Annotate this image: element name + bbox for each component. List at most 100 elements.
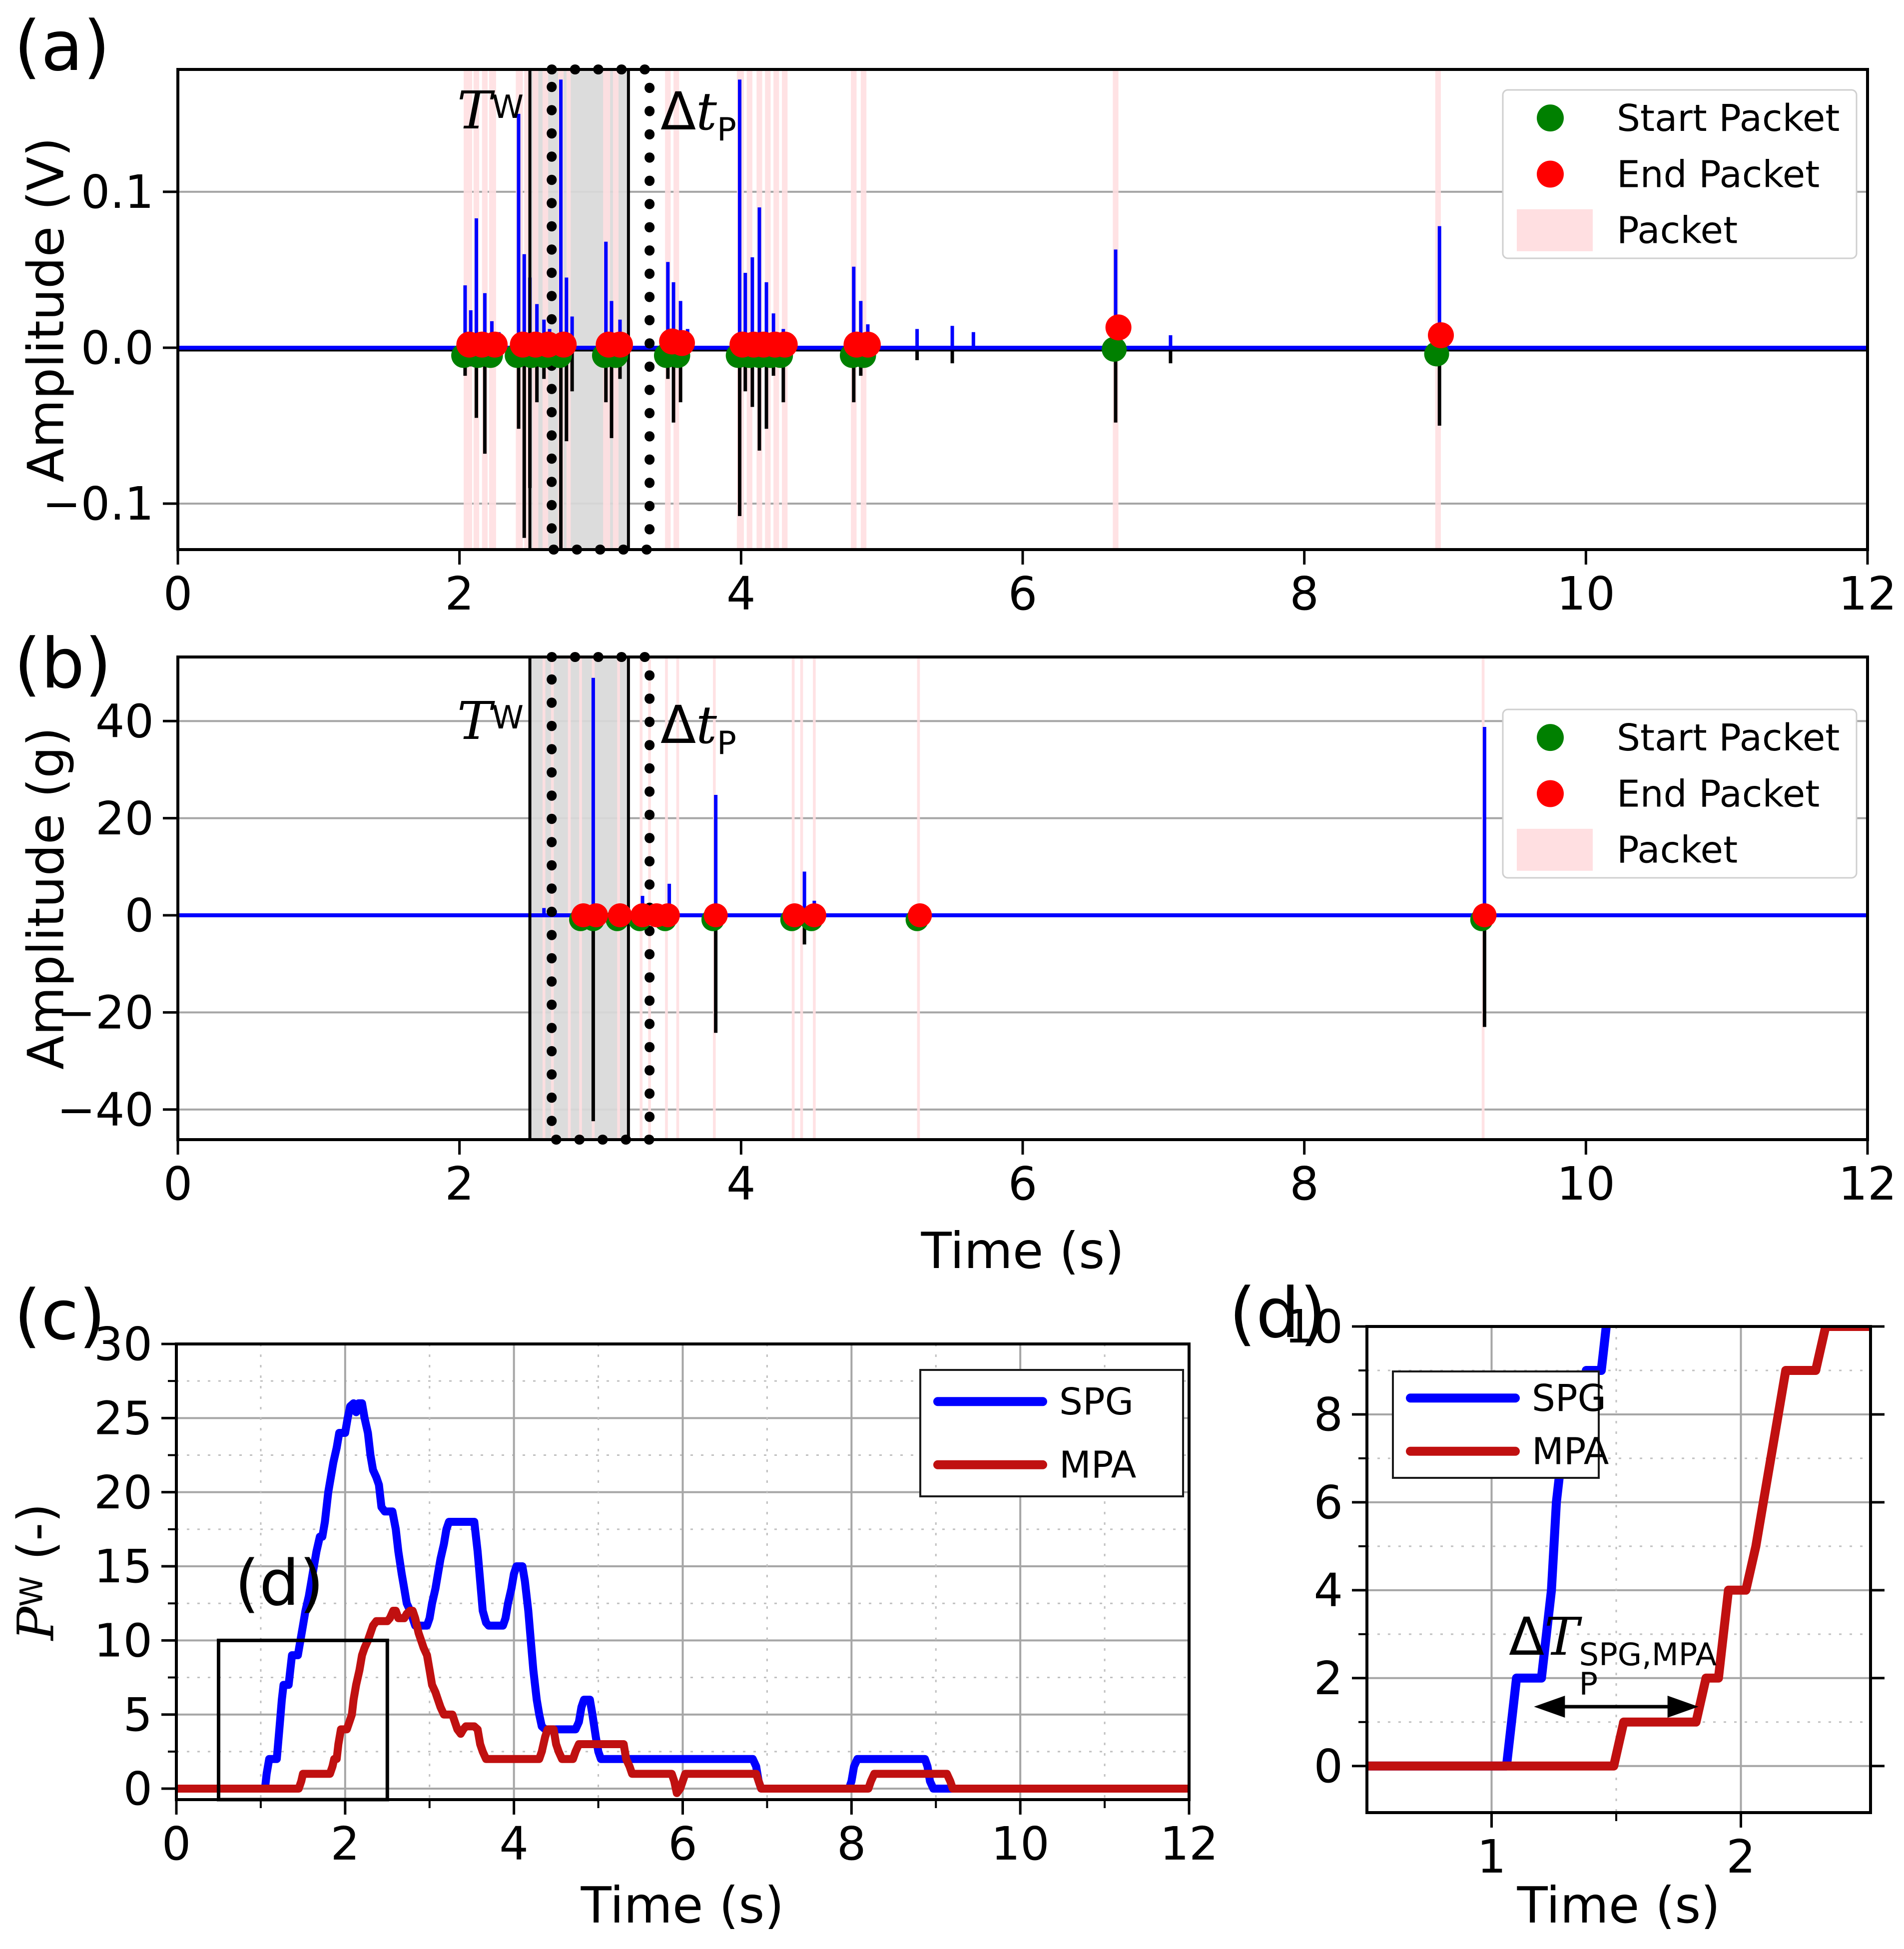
annotation-dtp-a: ΔtP: [660, 81, 736, 149]
y-tick-label: 20: [95, 792, 154, 845]
packet-band: [917, 657, 920, 1140]
x-tick-label: 8: [1289, 1157, 1319, 1211]
y-tick-label: 0: [124, 889, 154, 942]
series-mpa: [176, 1607, 1189, 1797]
x-tick-label: 2: [331, 1817, 360, 1871]
y-tick-label: 0.1: [81, 165, 154, 219]
legend-box: [1392, 1370, 1600, 1479]
x-tick-label: 6: [1008, 567, 1038, 621]
x-tick-label: 0: [163, 567, 193, 621]
dtt-supsub: SPG,MPA P: [1579, 1636, 1717, 1700]
end-packet-marker: [668, 330, 695, 356]
dtt-sup: SPG,MPA: [1579, 1636, 1717, 1673]
tw-base: T: [457, 80, 492, 141]
legend-item-label: Start Packet: [1617, 716, 1840, 759]
annotation-tw-a: TW: [457, 80, 524, 141]
legend-marker-dot: [1537, 780, 1564, 807]
y-tick-label: 20: [94, 1466, 152, 1519]
packet-band: [673, 69, 679, 550]
packet-band: [579, 657, 582, 1140]
end-packet-marker: [584, 903, 609, 928]
packet-band: [551, 657, 554, 1140]
packet-band: [489, 69, 496, 550]
dtp-sub: P: [716, 724, 736, 762]
x-tick-label: 12: [1160, 1817, 1218, 1871]
x-tick-label: 10: [1557, 567, 1615, 621]
panel-label-d: (d): [1229, 1273, 1327, 1353]
legend-item-label: End Packet: [1617, 772, 1820, 815]
legend-item-label: Packet: [1617, 209, 1738, 252]
legend-item-label: End Packet: [1617, 153, 1820, 196]
legend-box: [919, 1369, 1184, 1497]
packet-band: [782, 69, 788, 550]
tw-sup: W: [492, 699, 524, 736]
y-tick-label: 6: [1313, 1476, 1343, 1529]
packet-band: [746, 69, 752, 550]
pw-sup: W: [13, 1576, 50, 1607]
annotation-tw-b: TW: [457, 690, 524, 751]
packet-band: [813, 657, 816, 1140]
end-packet-marker: [1428, 322, 1454, 348]
y-tick-label: 0.0: [81, 321, 154, 375]
x-tick-label: 6: [1008, 1157, 1038, 1211]
y-tick-label: 30: [94, 1317, 152, 1371]
end-packet-marker: [771, 331, 798, 358]
axis-label-time-d: Time (s): [1517, 1876, 1721, 1935]
legend-item-label: SPG: [1532, 1377, 1606, 1420]
annotation-inset-d: (d): [235, 1546, 324, 1620]
panel-label-c: (c): [14, 1275, 106, 1355]
panel-label-b: (b): [14, 624, 112, 704]
legend-marker-patch: [1517, 828, 1593, 871]
panel-c: 0 2 4 6 8 10 12 30 25 20 15 10 5 0 SPG MPA: [94, 1317, 1219, 1871]
x-tick-label: 8: [837, 1817, 866, 1871]
legend: Start Packet End Packet Packet: [1502, 89, 1858, 259]
x-tick-label: 1: [1477, 1830, 1506, 1884]
delta-t-arrow-head-right: [1667, 1695, 1699, 1718]
axes-box: [1365, 1325, 1872, 1814]
series-mpa: [1367, 1326, 1871, 1771]
end-packet-marker: [703, 903, 728, 928]
dtp-sub: P: [716, 111, 736, 149]
end-packet-marker: [908, 903, 932, 928]
axis-label-amplitude-v: Amplitude (V): [16, 137, 75, 483]
packet-band: [800, 657, 803, 1140]
x-tick-label: 2: [445, 1157, 474, 1211]
x-tick-label: 12: [1838, 567, 1897, 621]
axis-label-amplitude-g: Amplitude (g): [16, 727, 75, 1070]
packet-band: [542, 69, 549, 550]
packet-band: [613, 69, 619, 550]
dtp-delta: Δ: [660, 81, 696, 142]
axis-label-pw: PW (-): [7, 1503, 65, 1641]
tw-base: T: [457, 690, 492, 751]
x-tick-label: 0: [162, 1817, 191, 1871]
packet-band: [617, 657, 620, 1140]
dtp-base: t: [696, 81, 717, 142]
x-tick-label: 2: [445, 567, 474, 621]
panel-label-a: (a): [14, 6, 110, 86]
dtp-base: t: [696, 694, 717, 755]
legend: Start Packet End Packet Packet: [1502, 708, 1858, 879]
packet-band: [568, 657, 571, 1140]
dtt-delta: Δ: [1509, 1606, 1545, 1667]
legend-marker-patch: [1517, 209, 1593, 251]
packet-band: [648, 657, 651, 1140]
marker-layer: [569, 903, 1497, 931]
legend-item-label: MPA: [1532, 1430, 1609, 1473]
dtt-base: T: [1544, 1606, 1579, 1667]
x-tick-label: 4: [726, 1157, 756, 1211]
start-packet-marker: [1102, 337, 1127, 362]
delta-t-arrow-head-left: [1534, 1695, 1565, 1718]
y-tick-label: 15: [94, 1540, 152, 1593]
panel-b: 0 2 4 6 8 10 12 40 20 0 −20 −40 Start Packet End Pack…: [57, 652, 1897, 1211]
packet-band: [860, 69, 867, 550]
end-packet-marker: [482, 331, 508, 358]
packet-band: [542, 657, 546, 1140]
y-tick-label: −0.1: [42, 477, 154, 531]
y-tick-label: 2: [1313, 1652, 1343, 1705]
x-tick-label: 10: [991, 1817, 1050, 1871]
end-packet-marker: [1105, 314, 1132, 341]
data-layer: [176, 1399, 1189, 1797]
annotation-delta-t: ΔT SPG,MPA P: [1509, 1606, 1717, 1700]
